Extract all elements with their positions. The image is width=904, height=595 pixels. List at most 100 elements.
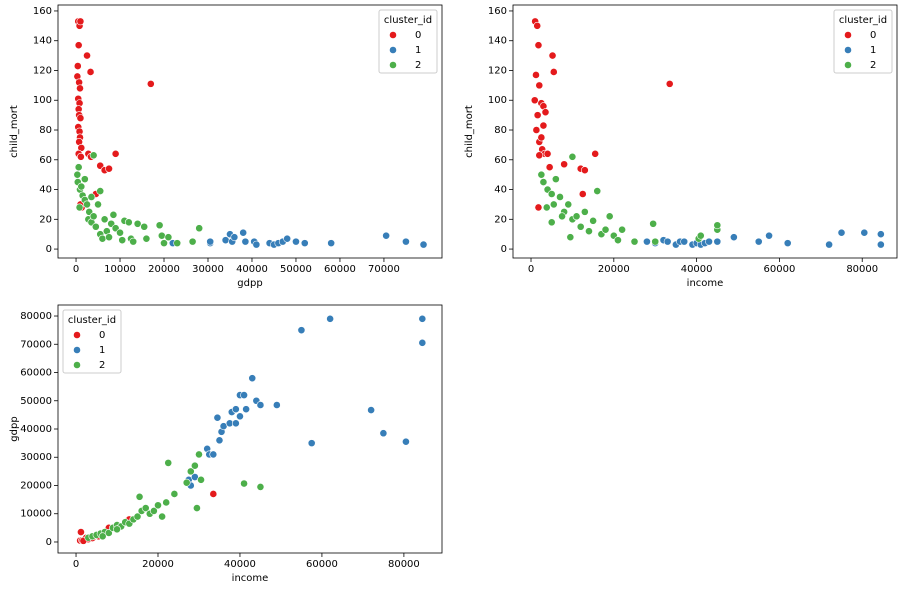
x-tick-label: 0 — [73, 264, 79, 275]
scatter-point — [418, 314, 427, 323]
scatter-point — [300, 239, 309, 248]
scatter-point — [713, 221, 722, 230]
scatter-point — [105, 233, 113, 242]
scatter-point — [292, 237, 300, 246]
legend-marker — [389, 31, 397, 39]
scatter-point — [379, 429, 388, 438]
legend-box — [378, 9, 438, 74]
scatter-point — [89, 151, 98, 160]
scatter-point — [75, 203, 84, 212]
scatter-point — [542, 203, 551, 212]
x-tick-label: 40000 — [224, 559, 256, 570]
y-tick-label: 140 — [488, 36, 507, 47]
plot-frame — [57, 4, 443, 259]
y-tick-label: 30000 — [20, 452, 52, 463]
scatter-point — [98, 234, 107, 243]
scatter-point — [206, 237, 215, 246]
scatter-point — [149, 507, 158, 515]
y-tick-label: 100 — [488, 95, 507, 106]
scatter-point — [533, 111, 542, 120]
scatter-point — [104, 529, 113, 537]
x-tick-label: 40000 — [681, 264, 713, 275]
legend-label: 0 — [415, 30, 421, 41]
scatter-point — [116, 228, 124, 237]
scatter-point — [533, 21, 542, 30]
legend-label: 2 — [99, 360, 105, 371]
scatter-point — [665, 79, 674, 88]
scatter-point — [537, 170, 546, 179]
scatter-point — [230, 233, 239, 242]
scatter-point — [113, 525, 121, 534]
x-tick-label: 40000 — [236, 264, 268, 275]
scatter-point — [73, 62, 82, 70]
scatter-point — [705, 237, 713, 246]
x-axis-label: gdpp — [237, 278, 262, 289]
x-tick-label: 20000 — [598, 264, 630, 275]
scatter-point — [195, 450, 203, 459]
y-tick-label: 120 — [488, 65, 507, 76]
scatter-point — [190, 461, 199, 470]
scatter-point — [532, 126, 541, 134]
scatter-point — [73, 170, 82, 179]
scatter-point — [86, 68, 95, 76]
legend-marker — [389, 61, 397, 69]
x-tick-label: 20000 — [142, 559, 174, 570]
scatter-point — [556, 193, 564, 201]
scatter-point — [696, 231, 705, 240]
scatter-point — [83, 200, 91, 209]
x-tick-label: 60000 — [764, 264, 796, 275]
scatter-point — [248, 374, 257, 383]
scatter-point — [729, 233, 738, 242]
scatter-point — [173, 239, 182, 248]
scatter-point — [98, 532, 107, 541]
scatter-point — [87, 193, 96, 201]
scatter-point — [605, 212, 614, 221]
scatter-point — [221, 236, 230, 245]
scatter-point — [252, 240, 261, 249]
legend: cluster_id 0 1 2 — [833, 9, 893, 74]
scatter-point — [402, 237, 410, 246]
scatter-point — [242, 405, 251, 414]
y-tick-label: 0 — [46, 244, 52, 255]
y-axis-label: child_mort — [9, 105, 20, 158]
scatter-point — [837, 228, 846, 237]
legend-title: cluster_id — [68, 315, 116, 326]
y-tick-label: 40000 — [20, 424, 52, 435]
scatter-point — [534, 41, 543, 50]
scatter-point — [589, 216, 598, 225]
scatter-point — [129, 237, 138, 246]
scatter-point — [297, 326, 306, 335]
scatter-point — [76, 84, 84, 93]
scatter-point — [231, 405, 240, 414]
scatter-point — [118, 236, 127, 245]
scatter-point — [76, 17, 85, 26]
scatter-point — [91, 222, 100, 231]
x-axis-label: income — [687, 278, 724, 289]
scatter-point — [240, 479, 248, 488]
scatter-point — [419, 240, 428, 249]
scatter-point — [231, 419, 240, 428]
scatter-point — [162, 498, 171, 507]
scatter-point — [765, 231, 773, 240]
x-tick-label: 60000 — [306, 559, 338, 570]
scatter-point — [680, 237, 689, 246]
scatter-point — [83, 51, 91, 60]
y-tick-label: 80 — [494, 125, 507, 136]
legend-box — [833, 9, 893, 74]
scatter-point — [591, 149, 600, 158]
scatter-point — [76, 114, 85, 123]
subplot: 0 10000 20000 30000 40000 50000 60000 700000204… — [9, 4, 443, 289]
scatter-point — [618, 225, 626, 234]
scatter-point — [614, 236, 622, 245]
x-tick-label: 70000 — [368, 264, 400, 275]
scatter-point — [111, 149, 120, 158]
scatter-point — [576, 222, 585, 231]
scatter-point — [124, 218, 133, 227]
y-axis-label: gdpp — [9, 416, 20, 441]
scatter-point — [539, 178, 548, 186]
y-tick-label: 0 — [46, 537, 52, 548]
scatter-point — [164, 458, 173, 467]
y-tick-label: 20 — [39, 214, 52, 225]
scatter-point — [663, 237, 672, 246]
x-tick-label: 0 — [73, 559, 79, 570]
